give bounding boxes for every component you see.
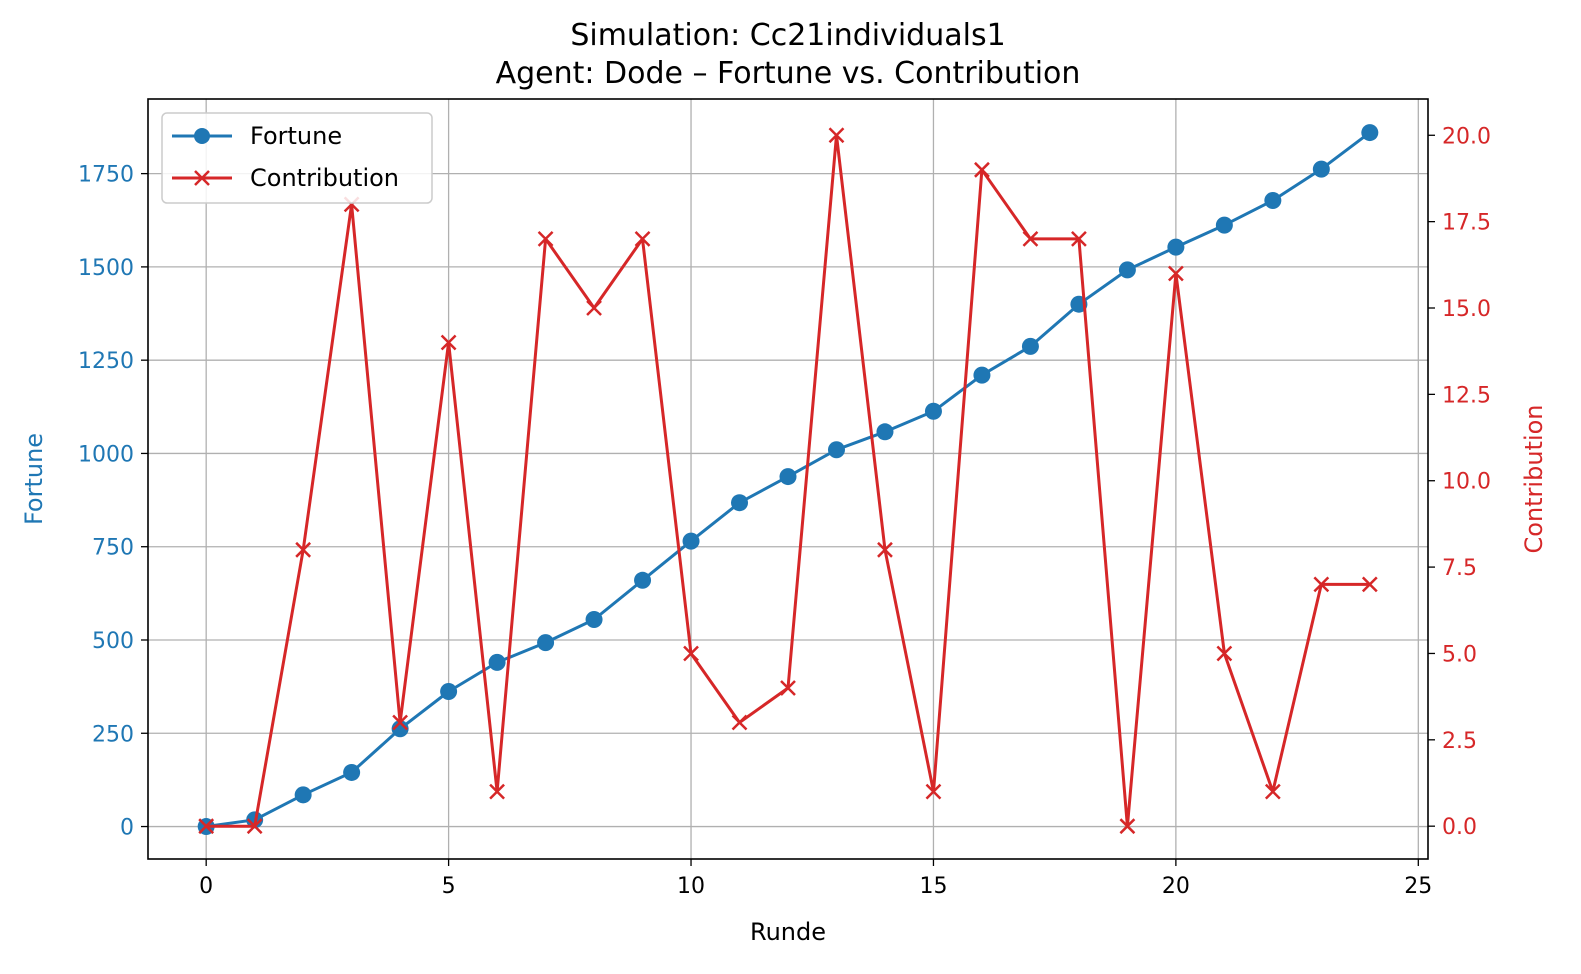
fortune-point: [1021, 337, 1039, 355]
y-left-tick-label: 1750: [78, 163, 134, 188]
fortune-point: [682, 532, 700, 550]
x-axis-label: Runde: [750, 918, 826, 946]
x-tick-label: 10: [677, 874, 705, 899]
legend-label-fortune: Fortune: [250, 122, 342, 150]
y-left-tick-label: 1000: [78, 442, 134, 467]
fortune-point: [924, 402, 942, 420]
y-right-tick-label: 10.0: [1442, 470, 1491, 495]
contribution-point: [295, 541, 312, 558]
fortune-point: [391, 720, 409, 738]
fortune-point: [1312, 160, 1330, 178]
contribution-point: [1167, 265, 1184, 282]
y-left-tick-label: 1250: [78, 349, 134, 374]
fortune-point: [1167, 238, 1185, 256]
fortune-point: [1361, 124, 1379, 142]
contribution-point: [1071, 231, 1087, 247]
plot-area: [197, 124, 1379, 836]
y-left-tick-label: 500: [92, 629, 134, 654]
chart-title: Simulation: Cc21individuals1: [570, 18, 1005, 53]
contribution-point: [246, 818, 263, 835]
contribution-point: [537, 231, 554, 247]
fortune-point: [488, 653, 506, 671]
legend-label-contribution: Contribution: [250, 164, 399, 192]
contribution-point: [925, 783, 942, 800]
fortune-point: [731, 494, 749, 512]
x-tick-label: 20: [1162, 874, 1190, 899]
legend: Fortune Contribution: [161, 112, 433, 204]
contribution-point: [1264, 783, 1281, 800]
contribution-point: [1361, 576, 1378, 593]
contribution-point: [1022, 231, 1039, 247]
y-right-tick-label: 7.5: [1442, 556, 1477, 581]
y-left-tick-label: 750: [92, 536, 134, 561]
y-right-tick-label: 5.0: [1442, 642, 1477, 667]
contribution-point: [392, 714, 409, 731]
y-axis-label-left: Fortune: [20, 433, 48, 525]
fortune-point: [973, 366, 991, 384]
x-tick-label: 5: [442, 874, 456, 899]
y-left-tick-label: 250: [92, 722, 134, 747]
contribution-point: [828, 127, 845, 144]
plot-frame: [147, 98, 1429, 860]
fortune-point: [585, 610, 603, 628]
fortune-point: [1118, 261, 1136, 279]
fortune-point: [294, 786, 312, 804]
contribution-point: [731, 714, 748, 731]
fortune-point: [440, 682, 458, 700]
y-right-tick-label: 12.5: [1442, 383, 1491, 408]
fortune-point: [343, 763, 361, 781]
contribution-point: [634, 231, 651, 247]
y-right-tick-label: 0.0: [1442, 815, 1477, 840]
y-right-tick-label: 15.0: [1442, 297, 1491, 322]
fortune-point: [1215, 216, 1233, 234]
chart-subtitle: Agent: Dode – Fortune vs. Contribution: [496, 56, 1081, 91]
y-left-tick-label: 0: [120, 816, 134, 841]
fortune-point: [634, 571, 652, 589]
x-tick-label: 25: [1404, 874, 1432, 899]
contribution-point: [1313, 576, 1330, 593]
contribution-point: [683, 645, 699, 662]
y-axis-label-right: Contribution: [1520, 404, 1548, 553]
x-tick-label: 15: [919, 874, 947, 899]
y-left-tick-label: 1500: [78, 256, 134, 281]
y-right-tick-label: 20.0: [1442, 124, 1491, 149]
y-right-tick-label: 17.5: [1442, 211, 1491, 236]
contribution-point: [1216, 645, 1233, 662]
fortune-point: [876, 423, 894, 441]
fortune-point: [1264, 191, 1282, 209]
legend-marker-fortune: [194, 128, 210, 144]
contribution-point: [1119, 818, 1136, 835]
contribution-point: [586, 300, 602, 316]
grid: [148, 99, 1428, 859]
tick-marks: 0 5 10 15 20 25025050075010001250150017500.02…: [78, 124, 1491, 899]
fortune-point: [537, 634, 555, 652]
contribution-point: [489, 783, 505, 800]
legend-marker-contribution: [194, 170, 210, 186]
contribution-point: [440, 334, 457, 351]
fortune-point: [779, 468, 797, 486]
y-right-tick-label: 2.5: [1442, 729, 1477, 754]
contribution-point: [198, 818, 215, 835]
contribution-point: [877, 541, 893, 558]
contribution-point: [780, 680, 796, 696]
x-tick-label: 0: [199, 874, 213, 899]
fortune-point: [827, 441, 845, 459]
contribution-point: [974, 161, 990, 178]
